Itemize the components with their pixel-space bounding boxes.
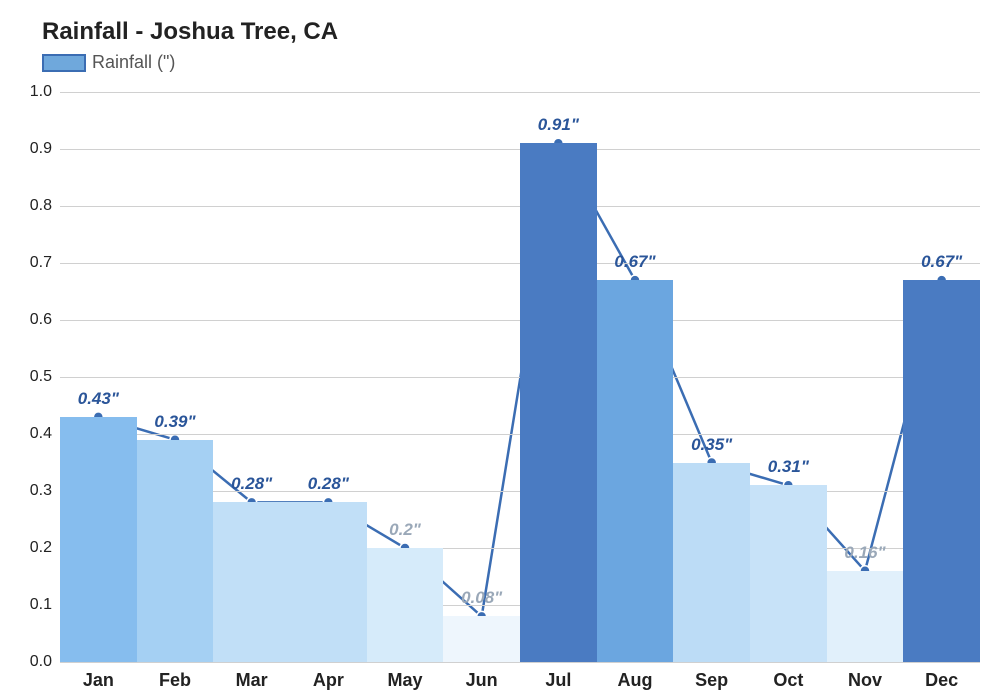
xtick-label: Apr	[313, 670, 344, 691]
ytick-label: 0.3	[30, 482, 52, 500]
ytick-label: 0.8	[30, 197, 52, 215]
ytick-label: 0.7	[30, 254, 52, 272]
bar	[750, 485, 827, 662]
xtick-label: Aug	[618, 670, 653, 691]
data-label: 0.91"	[538, 115, 579, 135]
bar	[597, 280, 674, 662]
xtick-label: Oct	[773, 670, 803, 691]
bar	[137, 440, 214, 662]
bar	[673, 463, 750, 663]
xtick-label: Nov	[848, 670, 882, 691]
xtick-label: Dec	[925, 670, 958, 691]
ytick-label: 0.1	[30, 596, 52, 614]
legend: Rainfall (")	[42, 52, 175, 73]
data-label: 0.43"	[78, 389, 119, 409]
xtick-label: Jul	[545, 670, 571, 691]
data-label: 0.2"	[389, 520, 421, 540]
ytick-label: 0.2	[30, 539, 52, 557]
data-label: 0.28"	[231, 474, 272, 494]
chart-title: Rainfall - Joshua Tree, CA	[42, 18, 338, 46]
bar	[443, 616, 520, 662]
ytick-label: 0.0	[30, 653, 52, 671]
gridline	[60, 662, 980, 663]
xtick-label: Feb	[159, 670, 191, 691]
ytick-label: 0.4	[30, 425, 52, 443]
ytick-label: 0.6	[30, 311, 52, 329]
ytick-label: 0.5	[30, 368, 52, 386]
data-label: 0.31"	[768, 457, 809, 477]
xtick-label: May	[387, 670, 422, 691]
xtick-label: Jun	[466, 670, 498, 691]
bar	[60, 417, 137, 662]
chart-container: Rainfall - Joshua Tree, CA Rainfall (") …	[0, 0, 1000, 700]
ytick-label: 1.0	[30, 83, 52, 101]
data-label: 0.39"	[154, 412, 195, 432]
bar	[903, 280, 980, 662]
bar	[520, 143, 597, 662]
data-label: 0.28"	[308, 474, 349, 494]
data-label: 0.35"	[691, 435, 732, 455]
bar	[290, 502, 367, 662]
gridline	[60, 92, 980, 93]
legend-label: Rainfall (")	[92, 52, 175, 73]
plot-area: 0.00.10.20.30.40.50.60.70.80.91.00.43"0.…	[60, 92, 980, 662]
bar	[213, 502, 290, 662]
data-label: 0.16"	[844, 543, 885, 563]
xtick-label: Mar	[236, 670, 268, 691]
data-label: 0.08"	[461, 588, 502, 608]
bar	[827, 571, 904, 662]
data-label: 0.67"	[921, 252, 962, 272]
xtick-label: Jan	[83, 670, 114, 691]
xtick-label: Sep	[695, 670, 728, 691]
ytick-label: 0.9	[30, 140, 52, 158]
data-label: 0.67"	[614, 252, 655, 272]
legend-swatch	[42, 54, 86, 72]
bar	[367, 548, 444, 662]
